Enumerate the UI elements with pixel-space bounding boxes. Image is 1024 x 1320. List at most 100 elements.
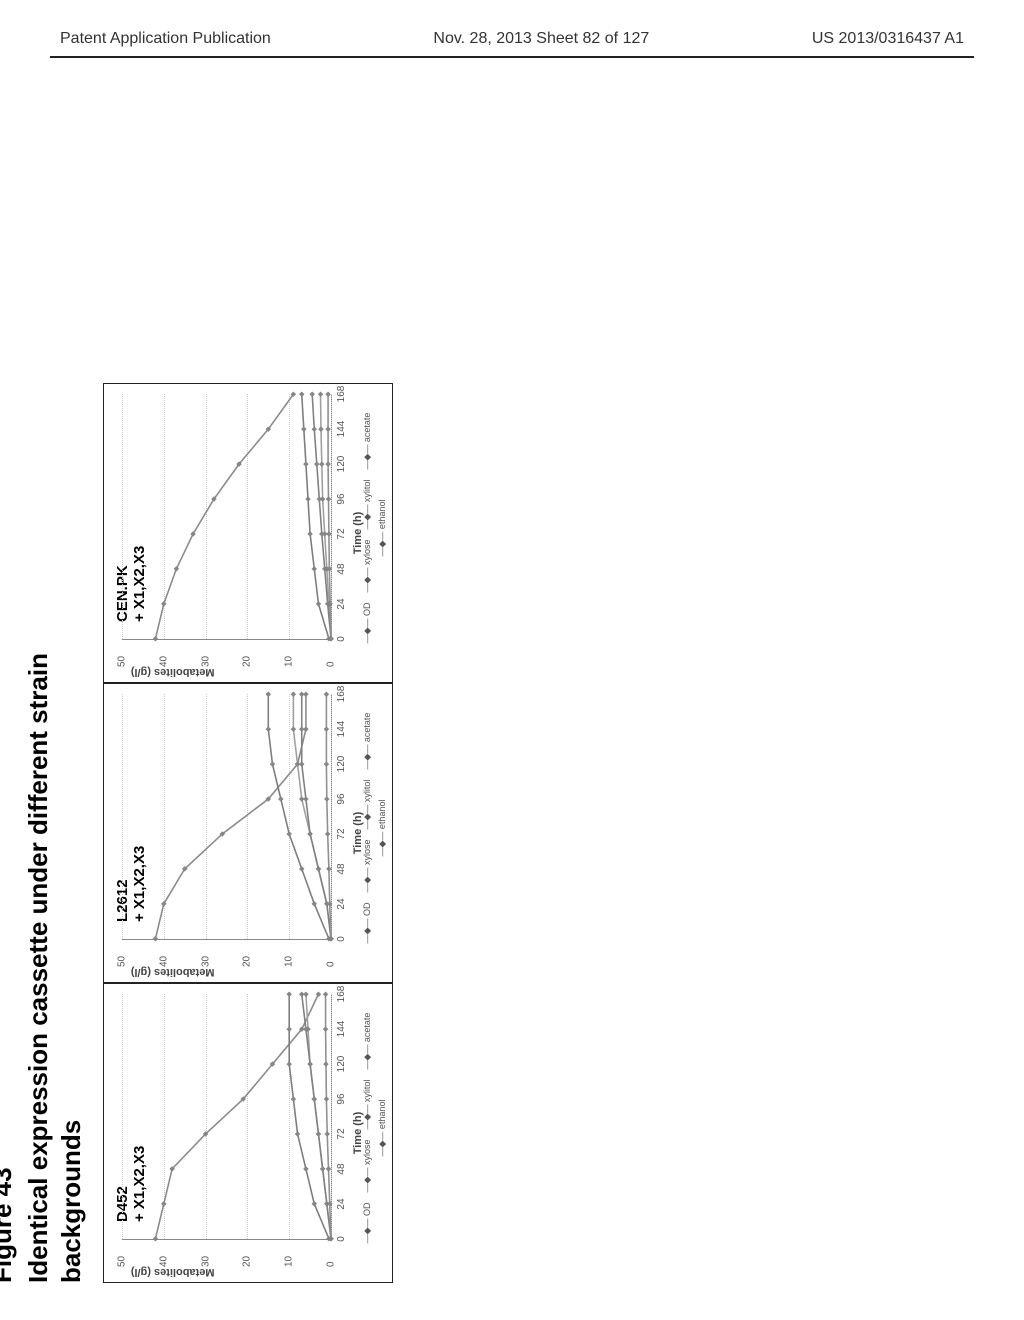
marker-xylose	[161, 601, 166, 606]
marker-acetate	[324, 1097, 329, 1102]
xtick-label: 120	[336, 456, 347, 473]
figure-wrap: Figure 43 Identical expression cassette …	[120, 180, 880, 1080]
series-line-xylose	[155, 994, 318, 1238]
marker-OD	[301, 427, 306, 432]
marker-acetate	[324, 1062, 329, 1067]
marker-OD	[299, 866, 304, 871]
marker-xylose	[153, 1236, 158, 1241]
xtick-label: 96	[336, 493, 347, 504]
ytick-label: 0	[326, 661, 337, 667]
ytick-label: 20	[242, 1256, 253, 1267]
ytick-label: 10	[284, 656, 295, 667]
marker-ethanol	[312, 427, 317, 432]
plot-svg	[122, 394, 331, 639]
marker-xylitol	[319, 462, 324, 467]
marker-ethanol	[308, 1062, 313, 1067]
ytick-label: 50	[117, 956, 128, 967]
marker-ethanol	[308, 831, 313, 836]
legend-item-acetate: —◆— acetate	[362, 413, 373, 470]
chart-area: 01020304050024487296120144168	[122, 994, 332, 1240]
marker-acetate	[326, 427, 331, 432]
marker-acetate	[324, 727, 329, 732]
ylabel: Metabolites (g/l)	[131, 666, 215, 678]
ytick-label: 20	[242, 656, 253, 667]
marker-ethanol	[312, 1097, 317, 1102]
marker-xylose	[153, 936, 158, 941]
xtick-label: 24	[336, 1198, 347, 1209]
marker-xylose	[316, 992, 321, 997]
legend: —◆— OD—◆— xylose—◆— xylitol—◆— acetate—◆…	[362, 692, 388, 964]
marker-ethanol	[299, 692, 304, 697]
figure-title-line2: backgrounds	[56, 1120, 86, 1283]
ytick-label: 30	[200, 656, 211, 667]
marker-xylose	[161, 1201, 166, 1206]
marker-acetate	[326, 462, 331, 467]
legend-item-acetate: —◆— acetate	[362, 1013, 373, 1070]
marker-xylitol	[291, 727, 296, 732]
legend-item-xylose: —◆— xylose	[362, 540, 373, 593]
marker-ethanol	[316, 1131, 321, 1136]
xtick-label: 0	[336, 936, 347, 942]
xtick-label: 0	[336, 636, 347, 642]
gridline	[331, 994, 332, 1239]
marker-acetate	[325, 831, 330, 836]
ytick-label: 40	[158, 656, 169, 667]
figure-title: Identical expression cassette under diff…	[22, 383, 87, 1283]
marker-OD	[299, 392, 304, 397]
legend-item-OD: —◆— OD	[362, 602, 373, 643]
xtick-label: 96	[336, 1093, 347, 1104]
marker-ethanol	[299, 727, 304, 732]
marker-ethanol	[299, 762, 304, 767]
ytick-label: 10	[284, 1256, 295, 1267]
marker-xylose	[153, 636, 158, 641]
series-line-xylose	[155, 694, 305, 938]
xtick-label: 48	[336, 1163, 347, 1174]
header-center: Nov. 28, 2013 Sheet 82 of 127	[433, 30, 649, 48]
legend-item-OD: —◆— OD	[362, 1202, 373, 1243]
marker-acetate	[326, 497, 331, 502]
xtick-label: 144	[336, 721, 347, 738]
marker-xylitol	[318, 392, 323, 397]
marker-OD	[316, 601, 321, 606]
ytick-label: 40	[158, 956, 169, 967]
marker-OD	[306, 497, 311, 502]
series-line-xylose	[155, 394, 293, 638]
header-left: Patent Application Publication	[60, 30, 271, 48]
marker-OD	[270, 762, 275, 767]
marker-OD	[287, 1027, 292, 1032]
plot-svg	[122, 994, 331, 1239]
xtick-label: 120	[336, 756, 347, 773]
legend-item-xylitol: —◆— xylitol	[362, 480, 373, 530]
marker-OD	[278, 797, 283, 802]
series-line-OD	[268, 694, 329, 938]
xtick-label: 48	[336, 863, 347, 874]
chart-area: 01020304050024487296120144168	[122, 394, 332, 640]
marker-OD	[287, 1062, 292, 1067]
marker-xylitol	[319, 427, 324, 432]
legend-item-xylose: —◆— xylose	[362, 1140, 373, 1193]
xtick-label: 0	[336, 1236, 347, 1242]
xtick-label: 168	[336, 386, 347, 403]
marker-acetate	[323, 992, 328, 997]
marker-ethanol	[310, 392, 315, 397]
panel-2: CEN.PK+ X1,X2,X3Metabolites (g/l)0102030…	[103, 383, 393, 683]
marker-OD	[287, 831, 292, 836]
marker-xylose	[174, 566, 179, 571]
marker-ethanol	[303, 797, 308, 802]
marker-acetate	[326, 1166, 331, 1171]
marker-OD	[312, 1201, 317, 1206]
ytick-label: 50	[117, 656, 128, 667]
marker-acetate	[326, 531, 331, 536]
panels-row: D452+ X1,X2,X3Metabolites (g/l)010203040…	[103, 383, 393, 1283]
marker-acetate	[326, 392, 331, 397]
marker-OD	[266, 727, 271, 732]
marker-OD	[303, 1166, 308, 1171]
xtick-label: 72	[336, 528, 347, 539]
legend-item-OD: —◆— OD	[362, 902, 373, 943]
marker-OD	[312, 901, 317, 906]
marker-OD	[287, 992, 292, 997]
marker-ethanol	[317, 497, 322, 502]
panel-0: D452+ X1,X2,X3Metabolites (g/l)010203040…	[103, 983, 393, 1283]
marker-acetate	[324, 762, 329, 767]
marker-xylitol	[291, 692, 296, 697]
